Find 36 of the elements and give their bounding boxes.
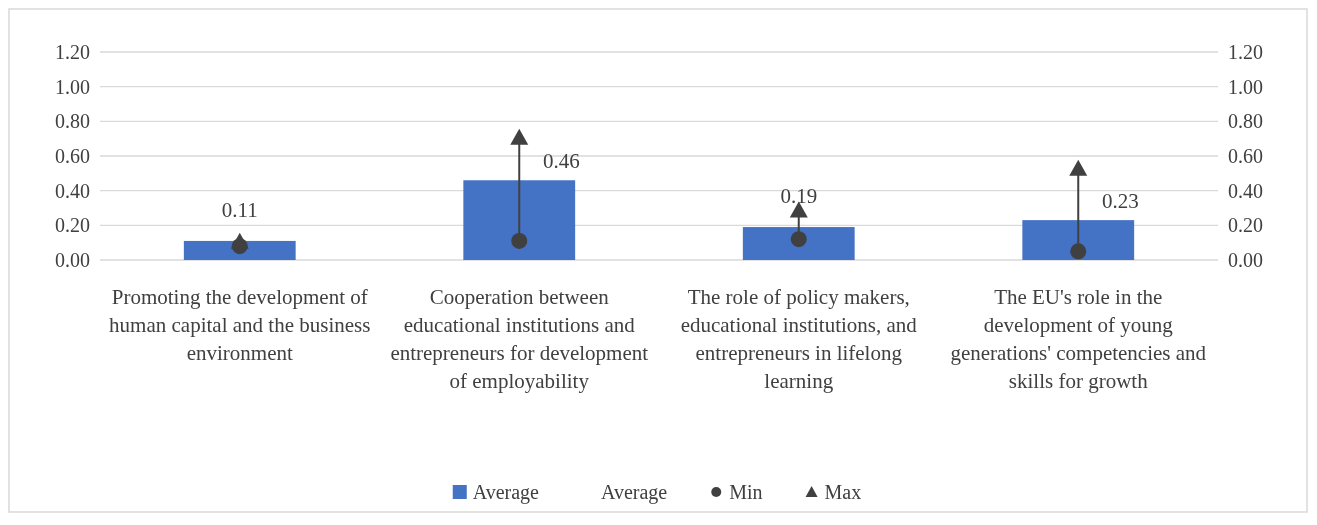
point — [511, 232, 528, 249]
y2-tick-label: 1.20 — [1228, 41, 1263, 63]
y2-tick-label: 0.00 — [1228, 249, 1263, 271]
point — [790, 231, 807, 248]
y2-tick-label: 1.00 — [1228, 75, 1263, 98]
legend-label: Max — [824, 481, 862, 503]
x-tick-label: Promoting the development of human capital and the business environment — [109, 285, 371, 365]
x-tick-label: The role of policy makers, educational institutions, and entrepreneurs in lifelong learning — [680, 285, 918, 393]
y-tick-label: 0.60 — [55, 145, 90, 167]
y2-tick-label: 0.20 — [1228, 214, 1263, 237]
point — [231, 238, 248, 255]
y-tick-label: 1.20 — [55, 41, 90, 63]
y2-tick-label: 0.60 — [1228, 145, 1263, 167]
x-tick-label: Cooperation between educational institutions and entrepreneurs for development of employability — [390, 285, 649, 393]
x-tick-label: The EU's role in the development of young generations' competencies and skills for growth — [950, 285, 1207, 393]
point — [1069, 159, 1088, 176]
y-tick-label: 0.80 — [55, 110, 90, 133]
point — [510, 128, 529, 145]
text: Average — [601, 481, 668, 504]
y-tick-label: 0.40 — [55, 179, 90, 202]
data-label: 0.46 — [542, 149, 580, 174]
data-label: 0.11 — [221, 197, 258, 222]
legend-label: Min — [729, 481, 763, 503]
bar — [463, 180, 576, 260]
point — [1070, 243, 1087, 260]
data-label: 0.23 — [1101, 189, 1139, 214]
y-tick-label: 1.00 — [55, 75, 90, 98]
legend-label: Average — [472, 481, 540, 504]
bar — [742, 227, 855, 260]
y2-tick-label: 0.80 — [1228, 110, 1263, 133]
bar — [1022, 220, 1135, 260]
y-tick-label: 0.00 — [55, 249, 90, 271]
y-tick-label: 0.20 — [55, 214, 90, 237]
bar — [183, 240, 296, 260]
y2-tick-label: 0.40 — [1228, 179, 1263, 202]
data-label: 0.19 — [780, 184, 818, 209]
